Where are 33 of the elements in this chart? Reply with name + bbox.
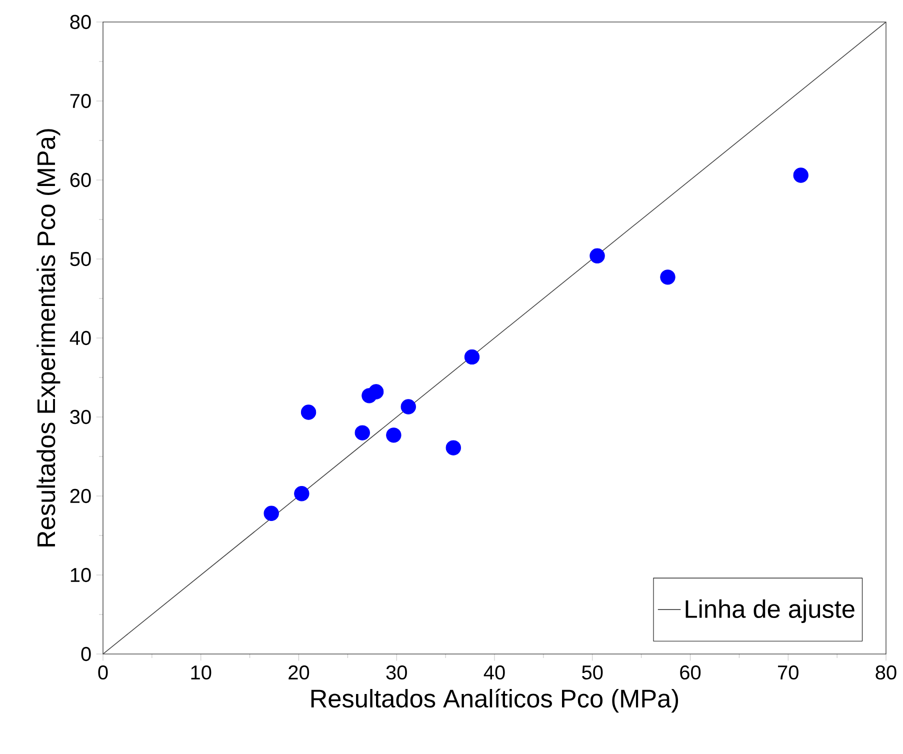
legend-label: Linha de ajuste (686, 599, 854, 624)
x-tick-label: 40 (484, 665, 505, 680)
y-tick-label: 40 (70, 330, 91, 346)
x-tick-label: 20 (288, 665, 310, 680)
x-tick-label: 70 (778, 665, 798, 680)
point (368, 384, 384, 400)
point (464, 349, 480, 365)
x-tick-label: 60 (680, 665, 701, 680)
y-tick-label: 30 (70, 410, 91, 424)
point (400, 399, 416, 414)
point (590, 248, 605, 264)
point (386, 428, 402, 443)
x-tick-label: 30 (386, 665, 407, 680)
y-tick-label: 80 (70, 14, 91, 30)
x-tick-label: 10 (191, 665, 212, 680)
point (354, 425, 370, 440)
y-tick-label: 10 (70, 568, 91, 582)
point (446, 440, 461, 456)
point (264, 506, 279, 521)
y-tick-label: 0 (81, 646, 91, 662)
x-tick-label: 0 (98, 665, 108, 680)
x-tick-label: 50 (582, 665, 603, 680)
point (793, 168, 808, 183)
point (660, 270, 676, 285)
y-tick-label: 50 (70, 252, 91, 266)
y-tick-label: 70 (70, 94, 91, 108)
y-axis-title: Resultados Experimentais Pco (MPa) (36, 129, 60, 546)
x-axis-title: Resultados Analíticos Pco (MPa) (311, 688, 678, 713)
x-tick-label: 80 (876, 665, 896, 680)
y-tick-label: 20 (70, 488, 91, 504)
y-tick-label: 60 (70, 172, 91, 188)
point (300, 404, 316, 420)
point (294, 486, 310, 502)
